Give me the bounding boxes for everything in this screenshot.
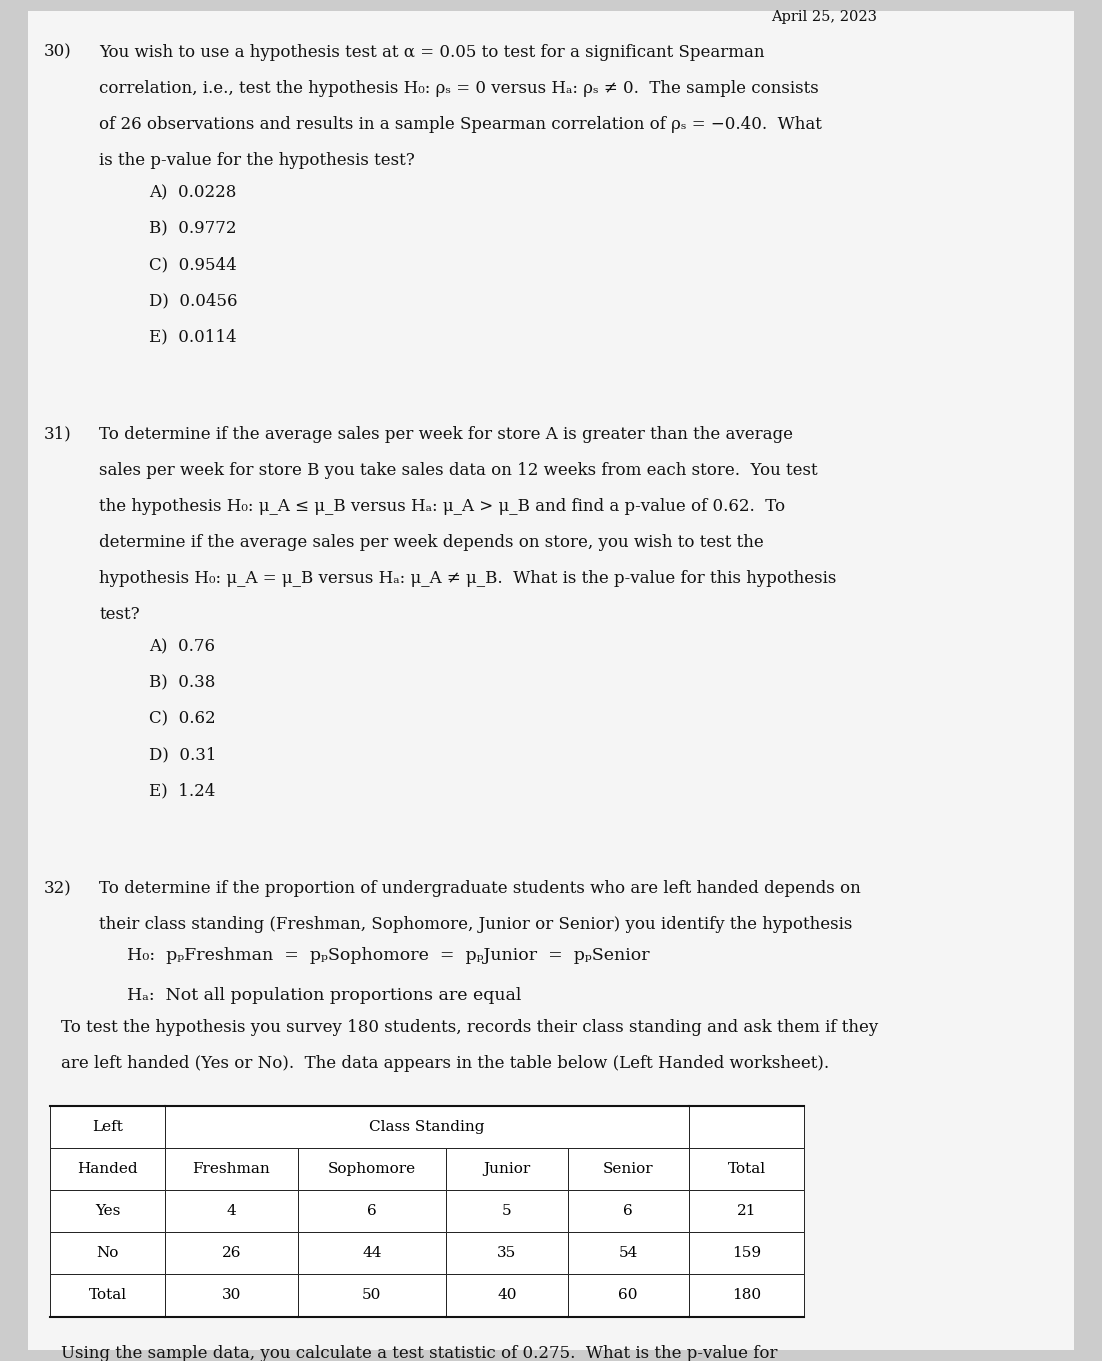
Text: C)  0.62: C) 0.62 — [149, 710, 215, 728]
Text: 50: 50 — [363, 1289, 381, 1302]
Text: E)  0.0114: E) 0.0114 — [149, 328, 237, 346]
Text: 54: 54 — [618, 1247, 638, 1260]
Bar — [689, 1232, 804, 1274]
Text: April 25, 2023: April 25, 2023 — [771, 10, 877, 23]
Text: 60: 60 — [618, 1289, 638, 1302]
Text: 6: 6 — [367, 1204, 377, 1218]
Text: Handed: Handed — [77, 1162, 138, 1176]
Bar — [50, 1190, 165, 1232]
Bar — [568, 1190, 689, 1232]
Bar — [568, 1274, 689, 1316]
Text: test?: test? — [99, 606, 140, 623]
Text: of 26 observations and results in a sample Spearman correlation of ρₛ = −0.40.  : of 26 observations and results in a samp… — [99, 116, 822, 132]
Text: You wish to use a hypothesis test at α = 0.05 to test for a significant Spearman: You wish to use a hypothesis test at α =… — [99, 44, 765, 60]
Text: A)  0.76: A) 0.76 — [149, 638, 215, 656]
Text: are left handed (Yes or No).  The data appears in the table below (Left Handed w: are left handed (Yes or No). The data ap… — [61, 1055, 829, 1072]
Bar — [165, 1105, 689, 1147]
Text: 6: 6 — [624, 1204, 633, 1218]
Bar — [165, 1147, 298, 1190]
Text: H₀:  pₚFreshman  =  pₚSophomore  =  pₚJunior  =  pₚSenior: H₀: pₚFreshman = pₚSophomore = pₚJunior … — [127, 947, 649, 964]
Bar — [446, 1232, 568, 1274]
Bar — [298, 1190, 446, 1232]
Bar — [50, 1232, 165, 1274]
Text: 40: 40 — [497, 1289, 517, 1302]
Text: To determine if the proportion of undergraduate students who are left handed dep: To determine if the proportion of underg… — [99, 881, 861, 897]
Text: Class Standing: Class Standing — [369, 1120, 485, 1134]
Bar — [446, 1274, 568, 1316]
Bar — [689, 1147, 804, 1190]
Text: Hₐ:  Not all population proportions are equal: Hₐ: Not all population proportions are e… — [127, 987, 521, 1003]
Bar — [165, 1190, 298, 1232]
Bar — [50, 1274, 165, 1316]
Text: To test the hypothesis you survey 180 students, records their class standing and: To test the hypothesis you survey 180 st… — [61, 1019, 878, 1036]
Text: 30): 30) — [44, 44, 72, 60]
Text: 180: 180 — [732, 1289, 761, 1302]
Bar — [446, 1190, 568, 1232]
Text: A)  0.0228: A) 0.0228 — [149, 184, 236, 201]
Text: Using the sample data, you calculate a test statistic of 0.275.  What is the p-v: Using the sample data, you calculate a t… — [61, 1346, 777, 1361]
Bar — [50, 1105, 165, 1147]
Bar — [568, 1147, 689, 1190]
Bar — [165, 1232, 298, 1274]
Text: C)  0.9544: C) 0.9544 — [149, 256, 237, 274]
Bar — [689, 1274, 804, 1316]
Text: is the p-value for the hypothesis test?: is the p-value for the hypothesis test? — [99, 152, 415, 169]
Text: D)  0.31: D) 0.31 — [149, 747, 216, 764]
Text: 35: 35 — [497, 1247, 517, 1260]
Bar — [298, 1147, 446, 1190]
Text: Yes: Yes — [95, 1204, 120, 1218]
Bar — [165, 1274, 298, 1316]
Text: their class standing (Freshman, Sophomore, Junior or Senior) you identify the hy: their class standing (Freshman, Sophomor… — [99, 916, 853, 934]
Text: Senior: Senior — [603, 1162, 653, 1176]
Text: sales per week for store B you take sales data on 12 weeks from each store.  You: sales per week for store B you take sale… — [99, 461, 818, 479]
Text: No: No — [96, 1247, 119, 1260]
Text: 26: 26 — [222, 1247, 241, 1260]
Text: 5: 5 — [503, 1204, 511, 1218]
Bar — [298, 1232, 446, 1274]
Bar — [568, 1232, 689, 1274]
Text: Total: Total — [88, 1289, 127, 1302]
Bar — [689, 1190, 804, 1232]
Text: Junior: Junior — [484, 1162, 530, 1176]
Text: correlation, i.e., test the hypothesis H₀: ρₛ = 0 versus Hₐ: ρₛ ≠ 0.  The sample: correlation, i.e., test the hypothesis H… — [99, 80, 819, 97]
Text: E)  1.24: E) 1.24 — [149, 783, 215, 800]
Text: determine if the average sales per week depends on store, you wish to test the: determine if the average sales per week … — [99, 534, 764, 551]
Text: B)  0.38: B) 0.38 — [149, 675, 215, 691]
Text: 30: 30 — [222, 1289, 241, 1302]
Text: 32): 32) — [44, 881, 72, 897]
Text: 31): 31) — [44, 426, 72, 442]
Text: 44: 44 — [363, 1247, 381, 1260]
Bar — [298, 1274, 446, 1316]
Text: B)  0.9772: B) 0.9772 — [149, 220, 236, 237]
Text: Freshman: Freshman — [193, 1162, 270, 1176]
Text: hypothesis H₀: μ_A = μ_B versus Hₐ: μ_A ≠ μ_B.  What is the p-value for this hyp: hypothesis H₀: μ_A = μ_B versus Hₐ: μ_A … — [99, 570, 836, 587]
Text: 159: 159 — [732, 1247, 761, 1260]
Text: Left: Left — [91, 1120, 123, 1134]
Text: 4: 4 — [227, 1204, 236, 1218]
Bar — [446, 1147, 568, 1190]
Text: To determine if the average sales per week for store A is greater than the avera: To determine if the average sales per we… — [99, 426, 793, 442]
Text: Sophomore: Sophomore — [328, 1162, 415, 1176]
Bar — [50, 1147, 165, 1190]
Text: the hypothesis H₀: μ_A ≤ μ_B versus Hₐ: μ_A > μ_B and find a p-value of 0.62.  T: the hypothesis H₀: μ_A ≤ μ_B versus Hₐ: … — [99, 498, 786, 514]
Text: D)  0.0456: D) 0.0456 — [149, 293, 237, 309]
FancyBboxPatch shape — [28, 11, 1074, 1350]
Text: Total: Total — [727, 1162, 766, 1176]
Text: 21: 21 — [737, 1204, 756, 1218]
Bar — [689, 1105, 804, 1147]
